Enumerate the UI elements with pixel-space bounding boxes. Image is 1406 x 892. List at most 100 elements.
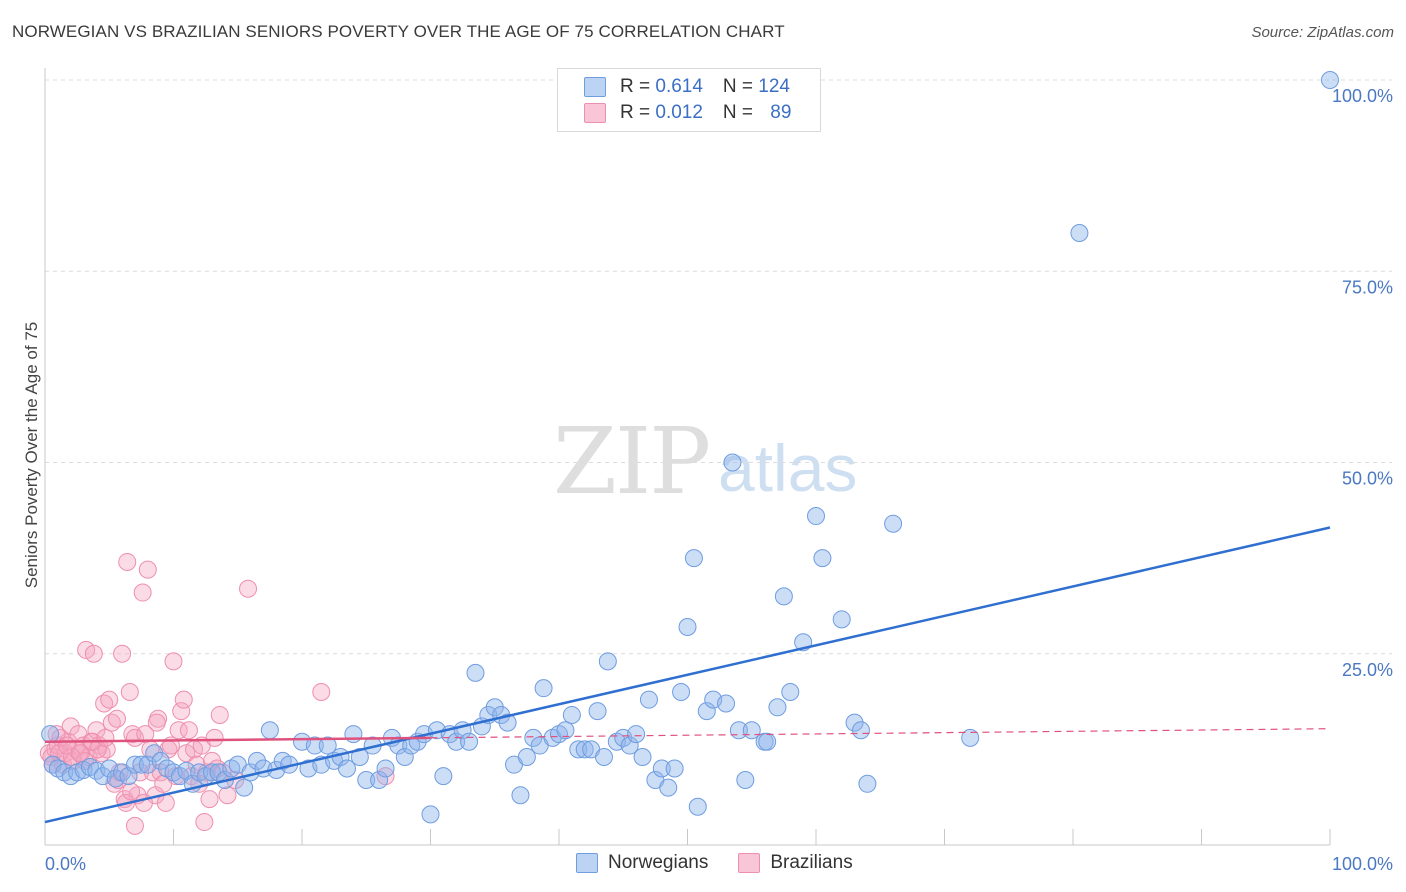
legend-swatch-norwegians	[576, 853, 598, 873]
legend-n-label: N =	[722, 76, 759, 97]
point-norwegians	[665, 759, 684, 778]
point-brazilians	[125, 728, 144, 747]
chart-title: NORWEGIAN VS BRAZILIAN SENIORS POVERTY O…	[12, 22, 785, 41]
point-norwegians	[466, 663, 485, 682]
point-norwegians	[562, 705, 581, 724]
point-norwegians	[344, 725, 363, 744]
point-brazilians	[179, 721, 198, 740]
trendline-brazilians	[44, 736, 431, 743]
legend-swatch-brazilians	[584, 103, 606, 123]
legend-r-label: R =	[620, 76, 656, 97]
point-norwegians	[485, 698, 504, 717]
legend-n-value: 124	[758, 76, 790, 97]
point-brazilians	[118, 552, 137, 571]
point-brazilians	[100, 690, 119, 709]
y-tick-label: 100.0%	[1332, 86, 1393, 106]
legend-swatch-brazilians	[738, 853, 761, 873]
point-brazilians	[164, 652, 183, 671]
point-norwegians	[1321, 71, 1339, 89]
point-norwegians	[736, 770, 755, 789]
y-tick-label: 25.0%	[1342, 660, 1393, 680]
point-norwegians	[132, 755, 151, 774]
point-brazilians	[205, 728, 224, 747]
point-brazilians	[239, 579, 258, 598]
point-brazilians	[122, 782, 141, 801]
point-norwegians	[659, 778, 678, 797]
point-norwegians	[781, 683, 800, 701]
point-norwegians	[357, 770, 376, 789]
point-norwegians	[41, 725, 60, 744]
point-norwegians	[177, 761, 196, 780]
point-norwegians	[395, 748, 414, 767]
point-norwegians	[697, 702, 716, 721]
point-brazilians	[61, 717, 80, 736]
point-norwegians	[633, 748, 652, 767]
point-norwegians	[652, 759, 671, 778]
point-norwegians	[556, 721, 575, 740]
point-norwegians	[832, 610, 851, 629]
point-norwegians	[688, 797, 707, 816]
watermark-atlas: atlas	[718, 431, 858, 505]
point-norwegians	[498, 713, 517, 732]
point-brazilians	[70, 744, 89, 763]
legend-swatch-norwegians	[584, 77, 606, 97]
point-brazilians	[312, 683, 331, 701]
point-norwegians	[851, 721, 870, 740]
trendline-brazilians-extension	[430, 728, 1331, 739]
point-norwegians	[421, 805, 440, 824]
stats-legend: R = 0.614 N = 124 R = 0.012 N = 89	[557, 68, 821, 132]
point-norwegians	[758, 732, 777, 751]
point-brazilians	[87, 721, 106, 740]
trendline-norwegians	[44, 526, 1331, 824]
point-norwegians	[145, 744, 164, 763]
legend-label-brazilians: Brazilians	[770, 852, 853, 873]
point-norwegians	[717, 694, 736, 713]
source-credit: Source: ZipAtlas.com	[1251, 24, 1394, 41]
point-norwegians	[235, 778, 254, 797]
point-norwegians	[318, 736, 337, 755]
point-norwegians	[723, 453, 742, 472]
point-brazilians	[210, 705, 229, 724]
point-norwegians	[511, 786, 530, 805]
point-norwegians	[575, 740, 594, 759]
point-norwegians	[884, 514, 903, 533]
point-norwegians	[534, 679, 553, 698]
point-norwegians	[517, 748, 536, 767]
legend-row-norwegians: R = 0.614 N = 124	[584, 75, 790, 99]
point-norwegians	[460, 732, 479, 751]
point-brazilians	[172, 702, 191, 721]
point-brazilians	[138, 560, 157, 579]
point-norwegians	[434, 767, 453, 786]
legend-n-value: 89	[770, 102, 792, 123]
point-norwegians	[260, 721, 279, 740]
point-norwegians	[151, 751, 170, 770]
point-norwegians	[248, 751, 267, 770]
point-norwegians	[813, 549, 832, 568]
point-brazilians	[113, 644, 132, 663]
point-brazilians	[147, 713, 166, 732]
point-norwegians	[639, 690, 658, 709]
point-norwegians	[569, 740, 588, 759]
point-brazilians	[174, 690, 193, 709]
point-brazilians	[125, 816, 144, 835]
point-norwegians	[858, 774, 877, 793]
point-norwegians	[524, 728, 543, 747]
point-brazilians	[133, 583, 152, 602]
y-tick-label: 50.0%	[1342, 469, 1393, 489]
point-brazilians	[96, 728, 115, 747]
point-norwegians	[594, 748, 613, 767]
point-brazilians	[200, 790, 219, 809]
point-norwegians	[305, 736, 324, 755]
point-norwegians	[598, 652, 617, 671]
series-legend: Norwegians Brazilians	[576, 852, 883, 874]
x-tick-label: 100.0%	[1332, 854, 1393, 874]
point-norwegians	[684, 549, 703, 568]
point-norwegians	[845, 713, 864, 732]
x-tick-label: 0.0%	[45, 854, 86, 874]
point-norwegians	[774, 587, 793, 606]
legend-item-norwegians: Norwegians	[576, 852, 708, 874]
point-brazilians	[169, 721, 188, 740]
point-norwegians	[620, 736, 639, 755]
y-tick-label: 75.0%	[1342, 277, 1393, 297]
point-norwegians	[588, 702, 607, 721]
